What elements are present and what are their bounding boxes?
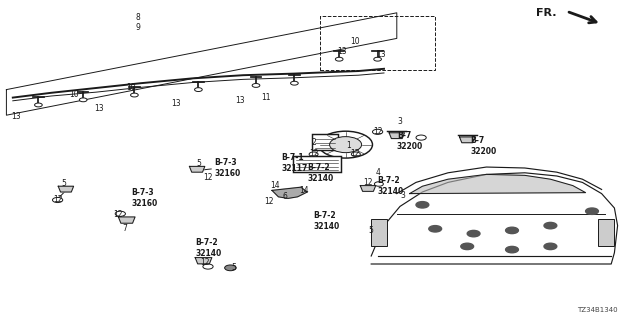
Circle shape: [52, 197, 63, 203]
Polygon shape: [389, 133, 404, 139]
Text: 13: 13: [337, 47, 348, 56]
Circle shape: [319, 131, 372, 158]
Bar: [293, 156, 341, 172]
Text: 14: 14: [270, 181, 280, 190]
Text: 13: 13: [11, 112, 21, 121]
Circle shape: [335, 57, 343, 61]
Text: 12: 12: [373, 127, 382, 136]
Text: 13: 13: [235, 96, 245, 105]
Text: B-7-3
32160: B-7-3 32160: [131, 188, 157, 208]
Text: 8: 8: [135, 13, 140, 22]
Text: 4: 4: [375, 168, 380, 177]
Circle shape: [372, 129, 383, 134]
Circle shape: [309, 152, 318, 156]
Text: B-7-2
32140: B-7-2 32140: [314, 211, 340, 231]
Text: 5: 5: [61, 180, 67, 188]
Text: 5: 5: [196, 159, 201, 168]
Text: B-7-2
32140: B-7-2 32140: [307, 163, 333, 183]
Text: 12: 12: [309, 149, 318, 158]
Circle shape: [416, 135, 426, 140]
Text: B-7
32200: B-7 32200: [397, 131, 423, 151]
Text: 10: 10: [68, 90, 79, 99]
Text: 3: 3: [401, 191, 406, 200]
Text: 13: 13: [171, 100, 181, 108]
Bar: [371, 219, 387, 246]
Polygon shape: [118, 217, 135, 223]
Text: TZ34B1340: TZ34B1340: [577, 308, 618, 313]
Circle shape: [586, 208, 598, 214]
Text: 12: 12: [351, 149, 360, 158]
Text: 1: 1: [346, 141, 351, 150]
Text: B-7-3
32160: B-7-3 32160: [214, 158, 241, 178]
Text: B-7-1
32117: B-7-1 32117: [282, 153, 308, 173]
Circle shape: [131, 93, 138, 97]
Circle shape: [351, 152, 360, 156]
Text: 13: 13: [94, 104, 104, 113]
Text: 9: 9: [135, 23, 140, 32]
Polygon shape: [460, 137, 475, 143]
Text: 14: 14: [299, 186, 309, 195]
Circle shape: [330, 137, 362, 153]
Text: B-7
32200: B-7 32200: [470, 136, 497, 156]
Text: 12: 12: [264, 197, 273, 206]
Circle shape: [115, 211, 125, 216]
Text: 6: 6: [282, 192, 287, 201]
Polygon shape: [360, 186, 376, 191]
Circle shape: [506, 246, 518, 253]
Circle shape: [35, 103, 42, 107]
Circle shape: [225, 265, 236, 271]
Circle shape: [544, 243, 557, 250]
Text: 11: 11: [261, 93, 270, 102]
Text: 3: 3: [397, 117, 403, 126]
Circle shape: [252, 84, 260, 87]
Text: 12: 12: [114, 210, 123, 219]
Text: 12: 12: [200, 258, 209, 267]
Polygon shape: [371, 173, 618, 264]
Bar: [598, 219, 614, 246]
Circle shape: [506, 227, 518, 234]
Circle shape: [429, 226, 442, 232]
Polygon shape: [410, 174, 586, 194]
Text: B-7-2
32140: B-7-2 32140: [378, 176, 404, 196]
Text: 7: 7: [122, 224, 127, 233]
Text: 12: 12: [364, 178, 372, 187]
Text: 2: 2: [311, 138, 316, 147]
Circle shape: [203, 264, 213, 269]
Text: B-7-2
32140: B-7-2 32140: [195, 238, 221, 258]
Circle shape: [374, 57, 381, 61]
Text: 5: 5: [369, 226, 374, 235]
Circle shape: [79, 98, 87, 102]
Circle shape: [291, 81, 298, 85]
Circle shape: [416, 202, 429, 208]
Circle shape: [195, 88, 202, 92]
Text: 10: 10: [350, 37, 360, 46]
Circle shape: [544, 222, 557, 229]
Polygon shape: [189, 166, 205, 172]
Bar: [312, 134, 338, 150]
Polygon shape: [195, 258, 212, 264]
Text: 13: 13: [376, 50, 386, 59]
Text: 12: 12: [53, 196, 62, 204]
Text: 12: 12: [204, 173, 212, 182]
Bar: [320, 16, 435, 70]
Polygon shape: [58, 186, 74, 192]
Circle shape: [461, 243, 474, 250]
Text: FR.: FR.: [536, 8, 557, 18]
Text: 10: 10: [126, 84, 136, 92]
Circle shape: [374, 182, 383, 186]
Polygon shape: [272, 187, 307, 198]
Circle shape: [467, 230, 480, 237]
Text: 5: 5: [231, 263, 236, 272]
